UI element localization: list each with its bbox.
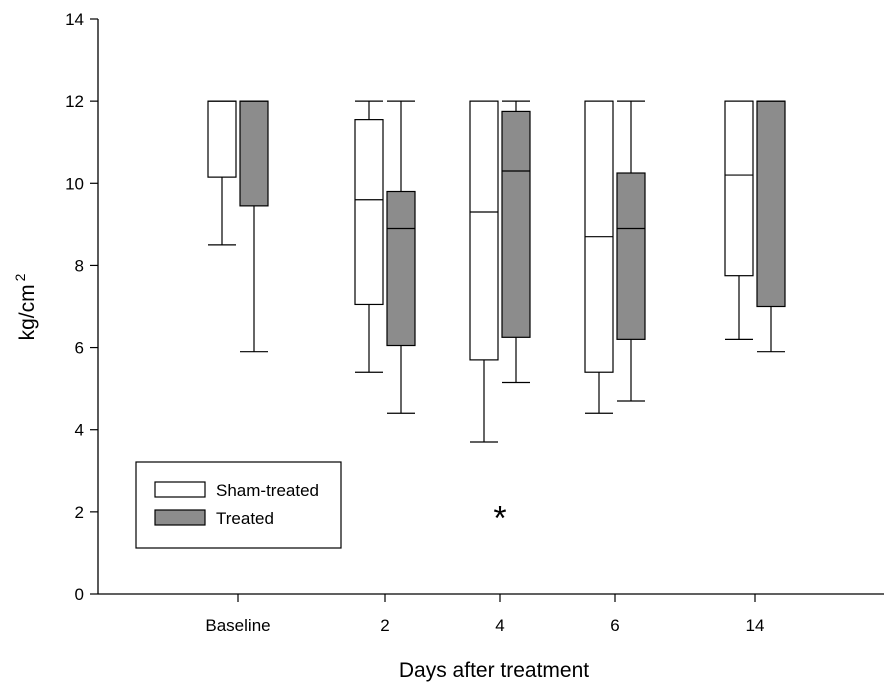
x-tick-label: 4	[495, 616, 504, 635]
y-tick-label: 4	[75, 421, 84, 440]
x-axis-title: Days after treatment	[399, 659, 589, 682]
legend-swatch-sham-treated	[154, 481, 206, 498]
box-body	[724, 100, 754, 277]
y-tick-label: 14	[65, 10, 84, 29]
box-sham-treated-6	[584, 100, 614, 414]
box-sham-treated-baseline	[207, 100, 237, 246]
box-body	[469, 100, 499, 361]
y-tick-label: 12	[65, 92, 84, 111]
box-treated-4	[501, 100, 531, 384]
legend-label-treated: Treated	[216, 509, 274, 528]
y-tick-label: 6	[75, 339, 84, 358]
legend-label-sham-treated: Sham-treated	[216, 481, 319, 500]
y-axis-title: kg/cm 2	[12, 273, 39, 340]
y-tick-label: 2	[75, 503, 84, 522]
legend: Sham-treated Treated	[135, 461, 342, 549]
tick-labels: 0 2 4 6 8 10 12 14 Baseline 2 4 6 14	[65, 10, 764, 635]
legend-frame	[135, 461, 342, 549]
box-body	[239, 100, 269, 207]
box-body	[207, 100, 237, 178]
x-tick-label: Baseline	[205, 616, 270, 635]
y-axis-title-superscript: 2	[12, 273, 28, 281]
box-sham-treated-2	[354, 100, 384, 373]
y-tick-label: 10	[65, 174, 84, 193]
y-tick-label: 0	[75, 585, 84, 604]
box-body	[756, 100, 786, 308]
box-treated-14	[756, 100, 786, 353]
box-body	[386, 190, 416, 347]
box-sham-treated-4	[469, 100, 499, 443]
x-tick-label: 14	[746, 616, 765, 635]
box-groups	[207, 100, 786, 443]
box-body	[616, 172, 646, 340]
box-body	[501, 110, 531, 338]
box-sham-treated-14	[724, 100, 754, 340]
box-treated-6	[616, 100, 646, 402]
y-tick-label: 8	[75, 256, 84, 275]
axes	[90, 18, 884, 602]
legend-swatch-treated	[154, 509, 206, 526]
box-body	[354, 119, 384, 306]
x-tick-label: 2	[380, 616, 389, 635]
box-treated-2	[386, 100, 416, 414]
box-treated-baseline	[239, 100, 269, 353]
x-tick-label: 6	[610, 616, 619, 635]
y-axis-title-main: kg/cm	[16, 284, 39, 340]
significance-asterisk: *	[493, 500, 506, 538]
